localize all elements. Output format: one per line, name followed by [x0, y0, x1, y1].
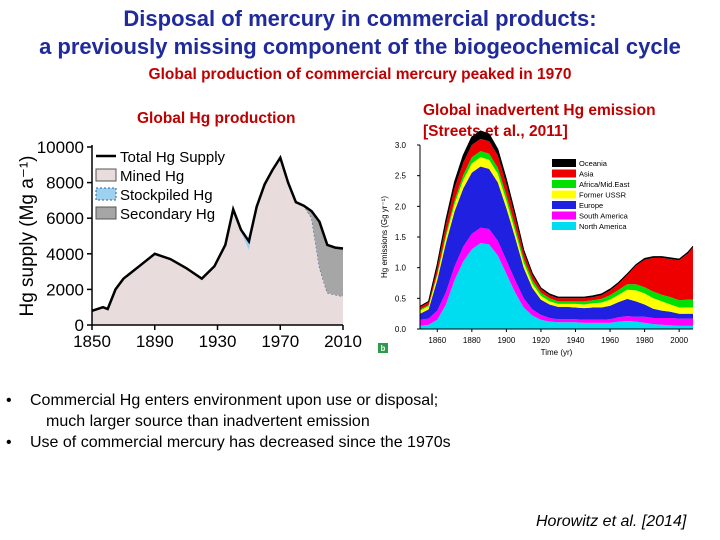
bullet-list: • Commercial Hg enters environment upon … [6, 390, 706, 453]
x-tick-label: 1960 [601, 336, 619, 345]
x-tick-label: 1920 [532, 336, 550, 345]
legend-asia-swatch [552, 169, 576, 178]
x-tick-label: 1880 [463, 336, 481, 345]
x-tick-label: 1850 [73, 332, 111, 351]
legend-secondary-hg-label: Secondary Hg [120, 206, 215, 223]
bullet-dot: • [6, 392, 12, 409]
legend-south-america-label: South America [579, 212, 629, 221]
x-tick-label: 1890 [136, 332, 174, 351]
legend-africa-mid-east-label: Africa/Mid.East [579, 180, 630, 189]
bullet-1-line-1: Commercial Hg enters environment upon us… [30, 392, 439, 409]
x-tick-label: 2000 [670, 336, 688, 345]
y-axis-label: Hg emissions (Gg yr⁻¹) [380, 196, 389, 278]
legend-former-ussr-swatch [552, 190, 576, 199]
y-tick-label: 2.5 [395, 172, 407, 181]
asia-area [420, 138, 693, 310]
y-tick-label: 10000 [37, 138, 84, 157]
right-chart-heading: Global inadvertent Hg emission [Streets … [423, 100, 713, 142]
y-tick-label: 1.5 [395, 233, 407, 242]
legend-europe-label: Europe [579, 201, 603, 210]
y-tick-label: 8000 [46, 174, 84, 193]
y-tick-label: 2.0 [395, 202, 407, 211]
y-tick-label: 3.0 [395, 141, 407, 150]
y-tick-label: 0.0 [395, 325, 407, 334]
panel-marker-box [378, 343, 388, 353]
legend-total-hg-supply-label: Total Hg Supply [120, 149, 226, 166]
x-tick-label: 2010 [324, 332, 362, 351]
x-tick-label: 1970 [261, 332, 299, 351]
right-chart-heading-line-1: Global inadvertent Hg emission [423, 102, 656, 119]
legend-africa-mid-east-swatch [552, 180, 576, 188]
legend-secondary-hg-swatch [95, 206, 117, 220]
y-tick-label: 0.5 [395, 294, 407, 303]
citation: Horowitz et al. [2014] [536, 513, 687, 530]
slide-title-line-2: a previously missing component of the bi… [39, 34, 681, 59]
x-tick-label: 1900 [497, 336, 515, 345]
legend-mined-hg-swatch [95, 168, 117, 182]
legend-europe-swatch [552, 201, 576, 209]
x-tick-label: 1940 [567, 336, 585, 345]
panel-marker-label: b [381, 344, 386, 353]
legend-oceania-label: Oceania [579, 159, 608, 168]
europe-area [420, 166, 693, 320]
legend-stockpiled-hg-swatch [95, 187, 117, 201]
left-chart-heading: Global Hg production [137, 110, 296, 127]
x-tick-label: 1980 [636, 336, 654, 345]
bullet-item: • Use of commercial mercury has decrease… [6, 432, 706, 453]
bullet-item: • Commercial Hg enters environment upon … [6, 390, 706, 432]
legend-stockpiled-hg-label: Stockpiled Hg [120, 187, 213, 204]
total-hg-supply-line [91, 154, 344, 312]
slide-title-line-1: Disposal of mercury in commercial produc… [123, 6, 597, 31]
legend-former-ussr-label: Former USSR [579, 191, 627, 200]
x-axis-label: Time (yr) [541, 348, 573, 357]
x-tick-label: 1930 [199, 332, 237, 351]
legend-oceania-swatch [552, 159, 576, 167]
slide-subtitle: Global production of commercial mercury … [148, 66, 572, 83]
legend-north-america-swatch [552, 222, 576, 230]
legend-mined-hg-label: Mined Hg [120, 168, 184, 185]
y-tick-label: 2000 [46, 280, 84, 299]
y-axis-label: Hg supply (Mg a⁻¹) [17, 155, 38, 316]
x-tick-label: 1860 [428, 336, 446, 345]
bullet-dot: • [6, 434, 12, 451]
y-tick-label: 6000 [46, 209, 84, 228]
y-tick-label: 4000 [46, 245, 84, 264]
hg-production-chart: 0 2000 4000 6000 8000 10000 1850 1890 1930 1970 20… [17, 138, 362, 351]
mined-hg-area [92, 159, 343, 325]
y-tick-label: 1.0 [395, 264, 407, 273]
total-emission-outline [419, 130, 694, 307]
hg-emission-chart: 0.0 0.5 1.0 1.5 2.0 2.5 3.0 1860 1880 1900 1920 194… [378, 130, 694, 357]
right-chart-heading-line-2: [Streets et al., 2011] [423, 123, 568, 140]
y-tick-label: 0 [75, 316, 84, 335]
legend-south-america-swatch [552, 211, 576, 220]
legend-asia-label: Asia [579, 170, 594, 179]
north-america-area [420, 243, 693, 329]
legend-north-america-label: North America [579, 222, 627, 231]
bullet-2-line-1: Use of commercial mercury has decreased … [30, 434, 451, 451]
bullet-1-line-2: much larger source than inadvertent emis… [46, 413, 370, 430]
